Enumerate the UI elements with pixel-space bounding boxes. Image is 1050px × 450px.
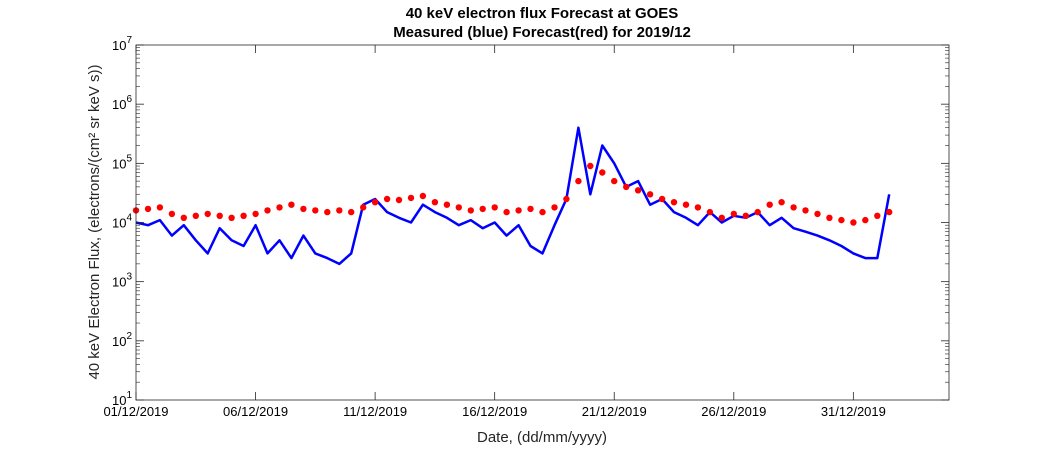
forecast-point: [886, 208, 893, 216]
forecast-point: [742, 212, 749, 219]
plot-area: [136, 45, 949, 400]
forecast-point: [838, 216, 845, 224]
forecast-point: [682, 201, 690, 208]
forecast-point: [766, 201, 773, 208]
series-layer: [132, 126, 893, 266]
forecast-point: [419, 192, 427, 200]
forecast-point: [658, 195, 666, 203]
y-tick-label: 106: [112, 94, 132, 112]
y-tick-label: 107: [112, 35, 132, 53]
forecast-point: [778, 199, 785, 206]
x-tick-label: 31/12/2019: [821, 404, 886, 419]
forecast-point: [563, 195, 570, 203]
forecast-point: [252, 210, 259, 218]
x-tick-label: 01/12/2019: [103, 404, 168, 419]
y-tick-label: 102: [112, 331, 132, 349]
forecast-point: [240, 212, 247, 219]
x-tick-label: 06/12/2019: [223, 404, 288, 419]
forecast-point: [539, 208, 546, 216]
forecast-point: [324, 208, 331, 216]
forecast-point: [575, 177, 582, 185]
y-tick-label: 103: [112, 272, 132, 290]
forecast-point: [599, 169, 606, 176]
forecast-point: [312, 207, 319, 214]
forecast-point: [862, 216, 869, 224]
forecast-point: [611, 177, 618, 185]
forecast-point: [192, 212, 199, 219]
forecast-point: [491, 204, 498, 211]
x-tick-label: 21/12/2019: [582, 404, 647, 419]
chart-title: 40 keV electron flux Forecast at GOES: [406, 5, 679, 22]
forecast-point: [790, 204, 797, 211]
forecast-point: [395, 196, 403, 204]
forecast-point: [814, 210, 821, 218]
forecast-point: [730, 210, 737, 218]
forecast-point: [455, 204, 462, 211]
y-axis-label: 40 keV Electron Flux, (electrons/(cm² sr…: [86, 64, 103, 379]
forecast-point: [156, 204, 164, 211]
chart-subtitle: Measured (blue) Forecast(red) for 2019/1…: [393, 24, 691, 41]
forecast-point: [826, 214, 833, 221]
forecast-point: [336, 207, 343, 214]
forecast-point: [479, 205, 486, 213]
forecast-point: [670, 199, 678, 206]
x-axis-label: Date, (dd/mm/yyyy): [477, 429, 607, 446]
x-tick-label: 16/12/2019: [462, 404, 527, 419]
forecast-point: [802, 207, 809, 214]
forecast-point: [718, 214, 725, 221]
forecast-point: [371, 199, 379, 206]
forecast-point: [264, 207, 271, 214]
forecast-point: [646, 191, 654, 198]
forecast-point: [407, 194, 415, 202]
x-tick-label: 11/12/2019: [343, 404, 407, 419]
forecast-point: [168, 210, 176, 218]
forecast-point: [360, 204, 367, 211]
forecast-point: [300, 205, 307, 213]
forecast-point: [623, 183, 630, 191]
y-tick-label: 105: [112, 153, 132, 171]
forecast-point: [228, 214, 235, 221]
forecast-point: [503, 208, 510, 216]
forecast-point: [180, 214, 187, 221]
forecast-point: [694, 204, 702, 211]
forecast-point: [850, 219, 857, 226]
forecast-point: [706, 208, 714, 216]
forecast-point: [527, 205, 534, 213]
forecast-point: [431, 199, 439, 206]
forecast-point: [515, 207, 522, 214]
x-axis: 01/12/2019 06/12/2019 11/12/2019 16/12/2019…: [103, 45, 886, 419]
forecast-point: [587, 162, 594, 170]
forecast-point: [443, 201, 451, 208]
forecast-point: [551, 204, 558, 211]
forecast-point: [383, 195, 391, 203]
forecast-point: [144, 205, 152, 213]
forecast-point: [276, 204, 283, 211]
forecast-point: [754, 208, 761, 216]
forecast-point: [288, 201, 295, 208]
forecast-point: [204, 210, 211, 218]
forecast-point: [216, 212, 223, 219]
measured-series-line: [135, 126, 891, 266]
y-tick-label: 104: [112, 213, 132, 231]
x-tick-label: 26/12/2019: [701, 404, 766, 419]
forecast-point: [874, 212, 881, 219]
forecast-point: [348, 208, 355, 216]
forecast-point: [467, 207, 474, 214]
forecast-point: [634, 187, 642, 194]
